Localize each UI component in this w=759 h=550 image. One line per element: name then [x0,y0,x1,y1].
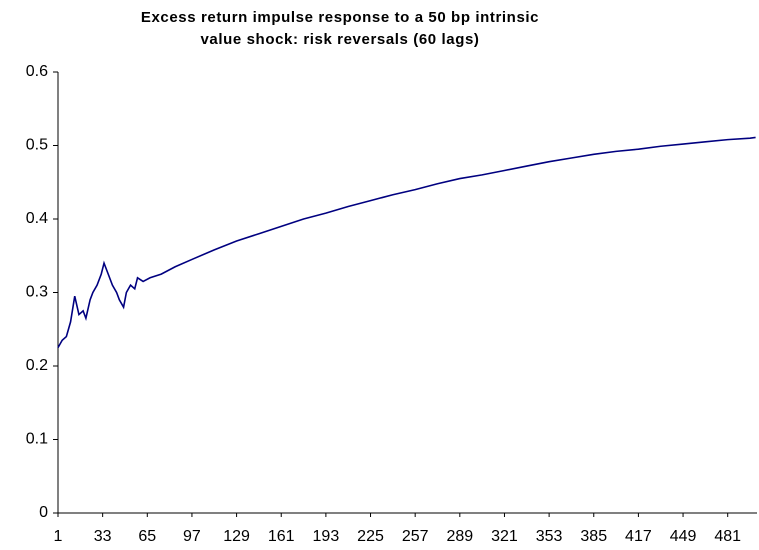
x-tick-label: 225 [357,528,384,545]
x-tick-label: 321 [491,528,518,545]
x-tick-label: 193 [313,528,340,545]
y-tick-label: 0.3 [26,284,48,301]
x-tick-label: 449 [670,528,697,545]
x-tick-label: 417 [625,528,652,545]
y-tick-label: 0.5 [26,137,48,154]
chart-title: Excess return impulse response to a 50 b… [141,9,539,26]
y-tick-label: 0.1 [26,431,48,448]
x-tick-label: 161 [268,528,295,545]
y-tick-label: 0 [39,504,48,521]
x-tick-label: 353 [536,528,563,545]
x-tick-label: 385 [580,528,607,545]
line [57,136,756,349]
x-tick-label: 257 [402,528,429,545]
chart-title: value shock: risk reversals (60 lags) [200,31,479,48]
x-tick-label: 289 [446,528,473,545]
x-tick-label: 65 [138,528,156,545]
y-tick-label: 0.2 [26,357,48,374]
x-tick-label: 33 [94,528,112,545]
x-tick-label: 481 [714,528,741,545]
x-tick-label: 1 [54,528,63,545]
y-tick-label: 0.4 [26,210,48,227]
x-tick-label: 97 [183,528,201,545]
x-tick-label: 129 [223,528,250,545]
y-tick-label: 0.6 [26,63,48,80]
